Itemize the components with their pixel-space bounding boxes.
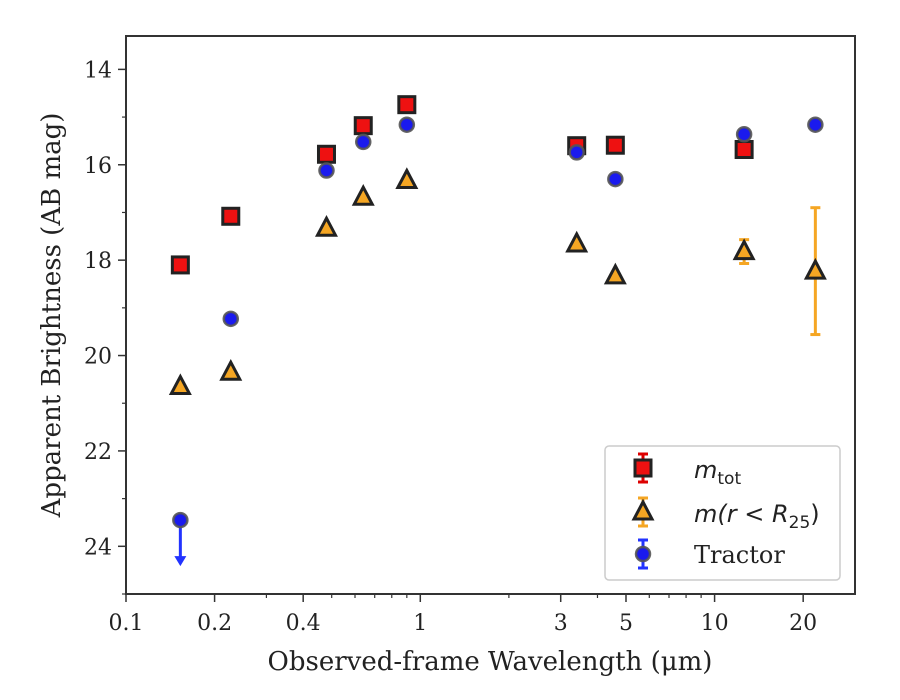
y-axis-title: Apparent Brightness (AB mag) bbox=[37, 113, 67, 519]
legend-tractor-marker bbox=[634, 545, 652, 563]
y-tick-label: 24 bbox=[84, 535, 112, 560]
y-tick-label: 20 bbox=[84, 345, 112, 370]
tractor-point bbox=[568, 144, 585, 161]
tractor-point bbox=[222, 310, 240, 328]
tractor-upper-limit-arrow bbox=[174, 556, 187, 567]
y-axis-ticks: 14 16 18 20 22 24 bbox=[84, 58, 126, 595]
legend: mtot m(r < R25) Tractor bbox=[604, 445, 841, 581]
x-axis-title: Observed-frame Wavelength (μm) bbox=[268, 647, 713, 677]
y-tick-label: 16 bbox=[84, 154, 112, 179]
x-tick-label: 0.1 bbox=[109, 611, 144, 636]
x-tick-label: 0.4 bbox=[286, 611, 321, 636]
y-tick-label: 22 bbox=[84, 440, 112, 465]
x-tick-label: 1 bbox=[413, 611, 427, 636]
mr25-point bbox=[803, 257, 827, 280]
x-tick-label: 10 bbox=[701, 611, 729, 636]
x-tick-label: 0.2 bbox=[197, 611, 232, 636]
tractor-point bbox=[318, 162, 335, 179]
tractor-point bbox=[735, 125, 753, 143]
x-tick-label: 5 bbox=[619, 611, 633, 636]
mtot-point bbox=[397, 95, 417, 115]
mtot-point bbox=[605, 135, 625, 155]
tractor-point bbox=[607, 170, 624, 188]
mr25-point bbox=[603, 262, 627, 285]
y-tick-label: 14 bbox=[84, 58, 112, 83]
mr25-point bbox=[565, 230, 589, 253]
tractor-point bbox=[807, 116, 824, 133]
tractor-point bbox=[172, 511, 189, 529]
y-tick-label: 18 bbox=[84, 249, 112, 274]
legend-label-tractor: Tractor bbox=[694, 541, 785, 569]
tractor-point bbox=[398, 116, 416, 133]
legend-markers bbox=[631, 452, 655, 570]
data-marks bbox=[168, 95, 827, 567]
mr25-point bbox=[732, 238, 756, 261]
x-axis-ticks: 0.1 0.2 0.4 1 3 5 10 20 bbox=[109, 594, 817, 636]
x-tick-label: 3 bbox=[554, 611, 568, 636]
legend-label-mr25: m(r < R25) bbox=[694, 500, 820, 533]
x-tick-label: 20 bbox=[789, 611, 817, 636]
mr25-point bbox=[219, 359, 243, 381]
legend-label-mtot: mtot bbox=[694, 456, 741, 489]
mtot-point bbox=[221, 206, 241, 226]
legend-box bbox=[604, 445, 841, 581]
legend-mtot-marker bbox=[633, 458, 653, 478]
mtot-point bbox=[170, 255, 190, 275]
mr25-point bbox=[314, 214, 338, 237]
mr25-point bbox=[395, 167, 419, 190]
legend-mr25-marker bbox=[631, 498, 655, 521]
mr25-point bbox=[351, 183, 375, 206]
mtot-point bbox=[316, 144, 336, 164]
tractor-point bbox=[355, 133, 372, 151]
mr25-point bbox=[168, 373, 192, 396]
mtot-point bbox=[734, 140, 754, 160]
mtot-point bbox=[353, 116, 373, 136]
